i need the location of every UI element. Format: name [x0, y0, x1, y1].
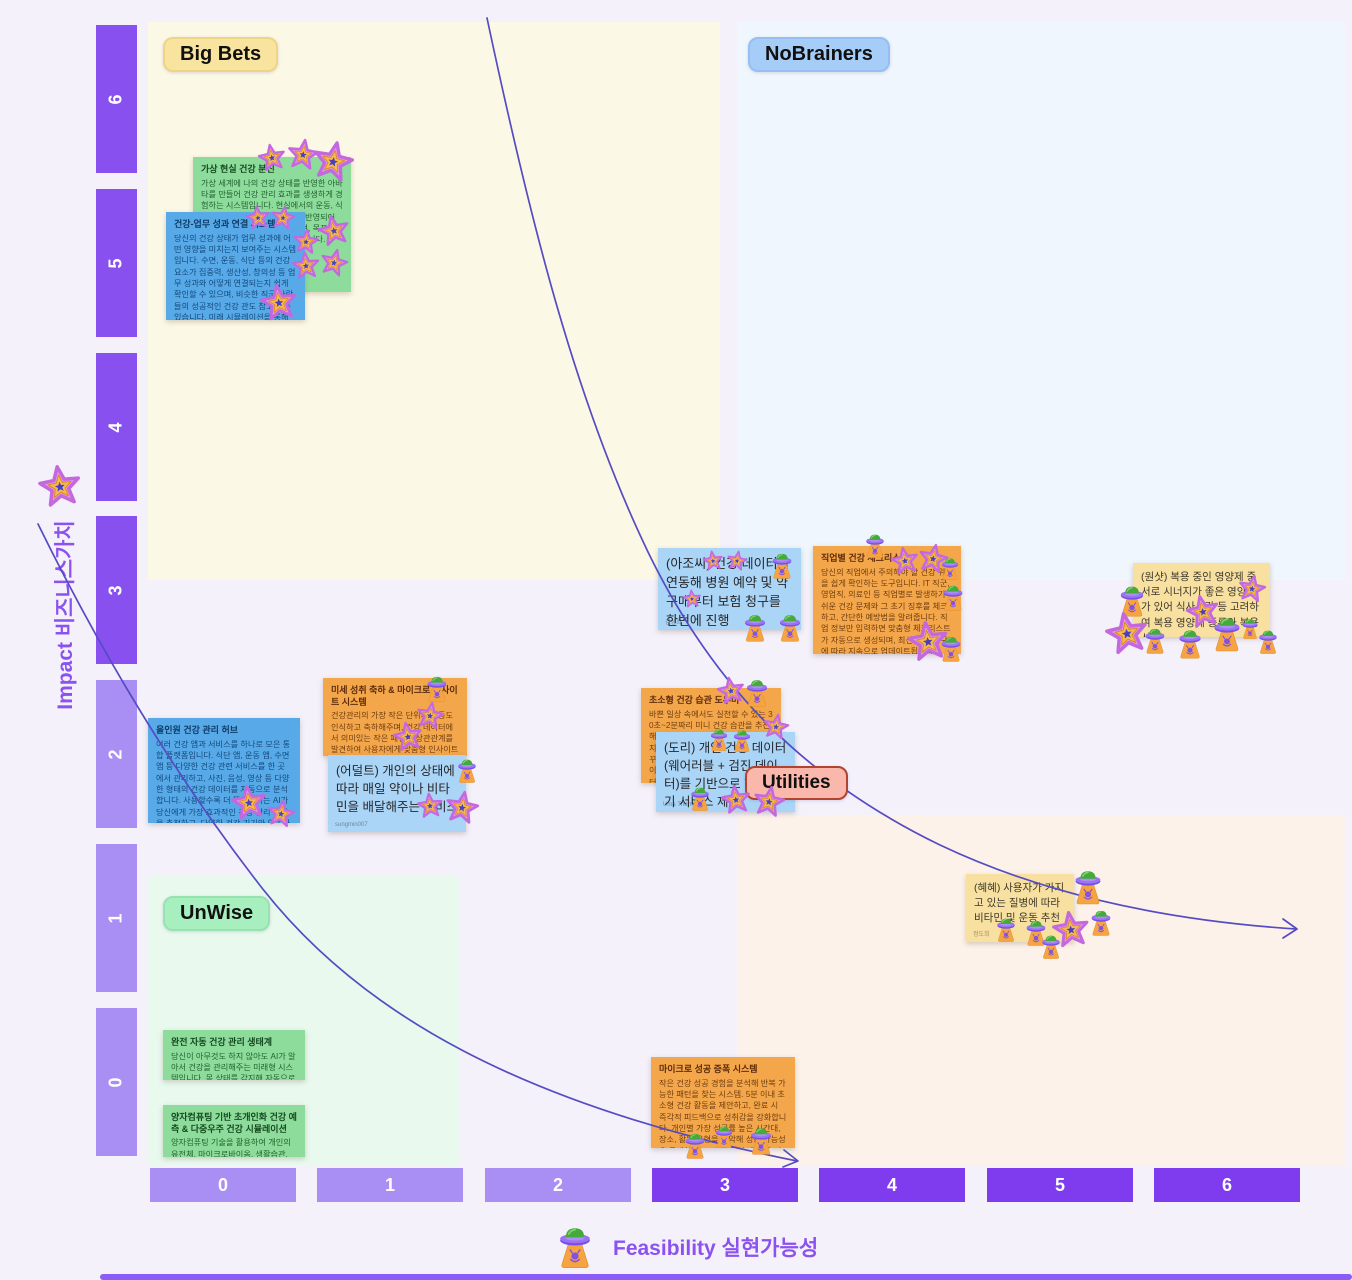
ufo-sticker[interactable]	[861, 531, 889, 559]
ufo-sticker[interactable]	[938, 582, 968, 612]
y-axis-tick-3[interactable]: 3	[96, 516, 137, 664]
note-body: 당신의 건강 상태가 업무 성과에 어떤 영향을 미치는지 보여주는 시스템입니…	[174, 233, 297, 320]
x-axis-tick-5[interactable]: 5	[987, 1168, 1133, 1202]
star-sticker[interactable]	[316, 245, 352, 281]
quadrant-label-nobrainers[interactable]: NoBrainers	[748, 37, 890, 72]
ufo-sticker[interactable]	[551, 1222, 599, 1270]
quadrant-label-unwise[interactable]: UnWise	[163, 896, 271, 931]
note-title: 건강-업무 성과 연결 시스템	[174, 219, 276, 229]
ufo-sticker[interactable]	[686, 784, 714, 812]
y-axis-tick-5[interactable]: 5	[96, 189, 137, 337]
y-tick-label: 6	[105, 93, 126, 105]
y-axis-tick-0[interactable]: 0	[96, 1008, 137, 1156]
note-author: 정도희	[973, 932, 990, 938]
ufo-sticker[interactable]	[1068, 866, 1108, 906]
ufo-sticker[interactable]	[1140, 625, 1170, 655]
star-sticker[interactable]	[441, 787, 483, 829]
ufo-sticker[interactable]	[936, 633, 966, 663]
star-sticker[interactable]	[389, 718, 426, 755]
y-tick-label: 1	[105, 912, 126, 924]
ufo-sticker[interactable]	[774, 611, 806, 643]
x-axis-tick-1[interactable]: 1	[317, 1168, 463, 1202]
star-sticker[interactable]	[314, 211, 354, 251]
star-sticker[interactable]	[284, 136, 322, 174]
ufo-sticker[interactable]	[745, 1124, 777, 1156]
ufo-sticker[interactable]	[729, 727, 755, 753]
note-title: 가상 현실 건강 분신	[201, 164, 275, 174]
y-tick-label: 2	[105, 748, 126, 760]
y-tick-label: 4	[105, 421, 126, 433]
y-tick-label: 0	[105, 1076, 126, 1088]
quadrant-nobrainers	[737, 22, 1345, 580]
y-axis-tick-2[interactable]: 2	[96, 680, 137, 828]
note-body: 당신이 아무것도 하지 않아도 AI가 알아서 건강을 관리해주는 미래형 시스…	[171, 1051, 296, 1080]
star-sticker[interactable]	[255, 141, 290, 176]
ufo-sticker[interactable]	[1037, 932, 1065, 960]
bottom-frame-edge	[100, 1274, 1352, 1280]
y-tick-label: 3	[105, 584, 126, 596]
x-axis-tick-4[interactable]: 4	[819, 1168, 965, 1202]
star-sticker[interactable]	[760, 711, 792, 743]
star-sticker[interactable]	[307, 136, 359, 188]
x-axis-tick-3[interactable]: 3	[652, 1168, 798, 1202]
note-author: sungmin007	[335, 822, 368, 828]
ufo-sticker[interactable]	[739, 611, 771, 643]
quadrant-utilities	[737, 815, 1345, 1165]
star-sticker[interactable]	[681, 588, 703, 610]
quadrant-label-big-bets[interactable]: Big Bets	[163, 37, 279, 72]
star-sticker[interactable]	[415, 791, 446, 822]
star-sticker[interactable]	[290, 250, 323, 283]
note-title: 올인원 건강 관리 허브	[156, 725, 239, 735]
note-title: 완전 자동 건강 관리 생태계	[171, 1037, 273, 1047]
y-axis-tick-1[interactable]: 1	[96, 844, 137, 992]
y-axis-tick-4[interactable]: 4	[96, 353, 137, 501]
y-axis-tick-6[interactable]: 6	[96, 25, 137, 173]
ufo-sticker[interactable]	[741, 676, 773, 708]
note-title: 양자컴퓨팅 기반 초개인화 건강 예측 & 다중우주 건강 시뮬레이션	[171, 1112, 297, 1134]
star-sticker[interactable]	[34, 461, 86, 513]
note-author: 김성희	[665, 620, 682, 626]
y-axis-title: Impact 비즈니스가치	[54, 520, 77, 710]
ufo-sticker[interactable]	[937, 555, 963, 581]
note-body: 양자컴퓨팅 기술을 활용하여 개인의 유전체, 마이크로바이옴, 생활습관, 환…	[171, 1138, 291, 1157]
star-sticker[interactable]	[749, 782, 788, 821]
ufo-sticker[interactable]	[1254, 627, 1282, 655]
ufo-sticker[interactable]	[1173, 626, 1207, 660]
note-title: 마이크로 성공 증폭 시스템	[659, 1064, 758, 1074]
x-axis-tick-0[interactable]: 0	[150, 1168, 296, 1202]
star-sticker[interactable]	[701, 549, 726, 574]
y-tick-label: 5	[105, 257, 126, 269]
star-sticker[interactable]	[291, 227, 322, 258]
ufo-sticker[interactable]	[992, 915, 1020, 943]
star-sticker[interactable]	[264, 797, 299, 832]
ufo-sticker[interactable]	[453, 756, 481, 784]
star-sticker[interactable]	[268, 203, 298, 233]
star-sticker[interactable]	[724, 548, 749, 573]
x-axis-tick-2[interactable]: 2	[485, 1168, 631, 1202]
x-axis-title: Feasibility 실현가능성	[613, 1237, 819, 1260]
ufo-sticker[interactable]	[711, 1123, 737, 1149]
x-axis-tick-6[interactable]: 6	[1154, 1168, 1300, 1202]
ufo-sticker[interactable]	[767, 550, 797, 580]
star-sticker[interactable]	[243, 203, 272, 232]
star-sticker[interactable]	[718, 782, 754, 818]
ufo-sticker[interactable]	[680, 1130, 710, 1160]
ufo-sticker[interactable]	[422, 673, 452, 703]
star-sticker[interactable]	[256, 280, 301, 325]
star-sticker[interactable]	[1235, 572, 1270, 607]
